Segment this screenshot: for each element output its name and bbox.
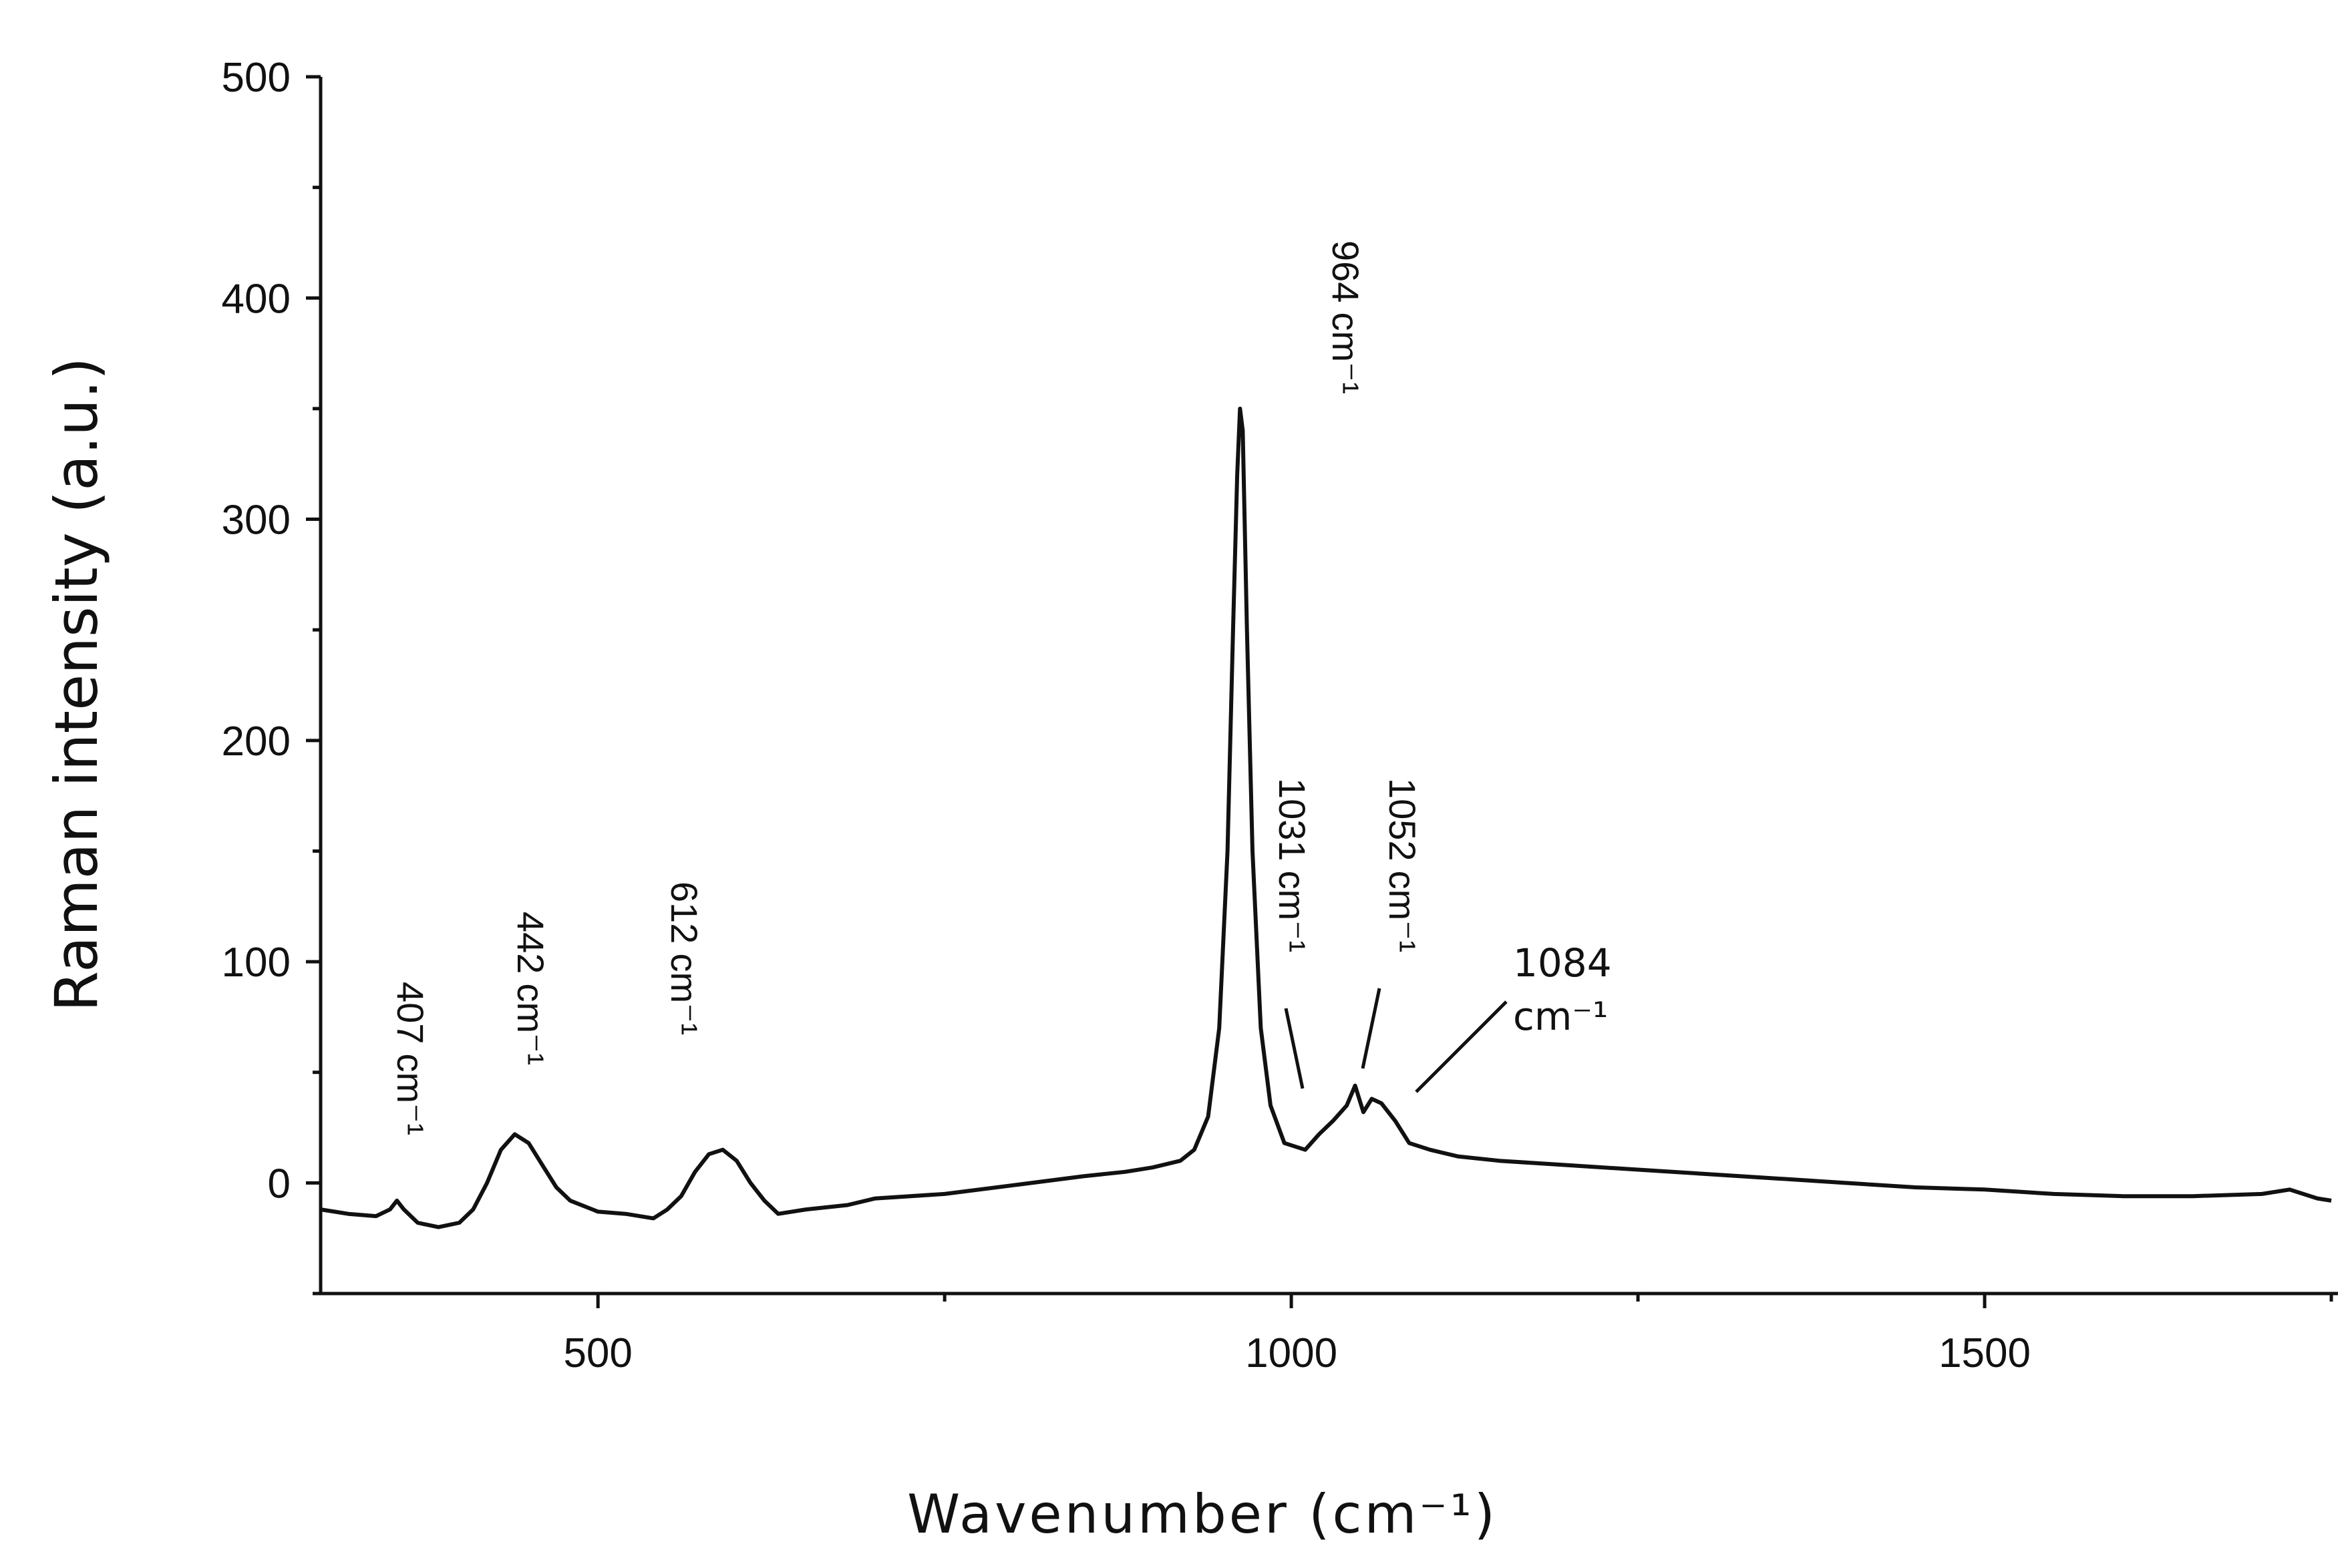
peak-value: 1031 xyxy=(1271,778,1313,861)
peak-value: 442 xyxy=(510,912,552,974)
peak-unit: cm⁻¹ xyxy=(1325,312,1367,394)
y-tick-label: 400 xyxy=(222,276,291,322)
y-tick-label: 200 xyxy=(222,719,291,765)
peak-unit: cm⁻¹ xyxy=(1513,994,1608,1039)
x-axis-title: Wavenumber (cm⁻¹) xyxy=(907,1483,1498,1545)
peak-unit: cm⁻¹ xyxy=(1271,871,1313,953)
peak-value: 964 xyxy=(1325,240,1367,303)
svg-text:964cm⁻¹: 964 cm⁻¹ xyxy=(1325,240,1367,394)
spectrum-line xyxy=(320,406,2332,1229)
y-axis-title: Raman intensity (a.u.) xyxy=(42,357,111,1012)
x-tick-label: 1500 xyxy=(1939,1330,2031,1376)
peak-label-1052: 1052 cm⁻¹ xyxy=(1381,778,1424,952)
svg-text:1031cm⁻¹: 1031 cm⁻¹ xyxy=(1271,778,1313,952)
x-tick-label: 500 xyxy=(563,1330,632,1376)
peak-label-964: 964 cm⁻¹ xyxy=(1325,240,1367,394)
peak-unit: cm⁻¹ xyxy=(389,1053,432,1135)
peak-label-1031: 1031 cm⁻¹ xyxy=(1271,778,1313,952)
peak-value: 1084 xyxy=(1513,940,1612,986)
x-tick-label: 1000 xyxy=(1245,1330,1337,1376)
peak-value: 1052 xyxy=(1381,778,1424,861)
svg-text:407cm⁻¹: 407 cm⁻¹ xyxy=(389,982,432,1135)
peak-label-407: 407 cm⁻¹ xyxy=(389,982,432,1135)
peak-unit: cm⁻¹ xyxy=(663,953,705,1035)
x-ticks: 500 1000 1500 xyxy=(563,1294,2333,1376)
peak-label-442: 442 cm⁻¹ xyxy=(510,912,552,1065)
y-ticks: 0 100 200 300 400 500 xyxy=(222,55,321,1296)
peak-label-612: 612 cm⁻¹ xyxy=(663,881,705,1035)
y-tick-label: 0 xyxy=(268,1161,291,1207)
leader-line-1052 xyxy=(1361,988,1381,1069)
leader-line-1031 xyxy=(1284,1008,1305,1089)
y-tick-label: 100 xyxy=(222,940,291,986)
svg-text:1052cm⁻¹: 1052 cm⁻¹ xyxy=(1381,778,1424,952)
peak-value: 407 xyxy=(389,982,432,1044)
peak-unit: cm⁻¹ xyxy=(1381,871,1424,953)
peak-label-1084: 1084 cm⁻¹ xyxy=(1513,940,1612,1039)
y-tick-label: 500 xyxy=(222,55,291,101)
y-tick-label: 300 xyxy=(222,498,291,544)
leader-line-1084 xyxy=(1415,1000,1508,1093)
peak-value: 612 xyxy=(663,881,705,944)
svg-text:612cm⁻¹: 612 cm⁻¹ xyxy=(663,881,705,1035)
svg-text:442cm⁻¹: 442 cm⁻¹ xyxy=(510,912,552,1065)
peak-unit: cm⁻¹ xyxy=(510,983,552,1065)
